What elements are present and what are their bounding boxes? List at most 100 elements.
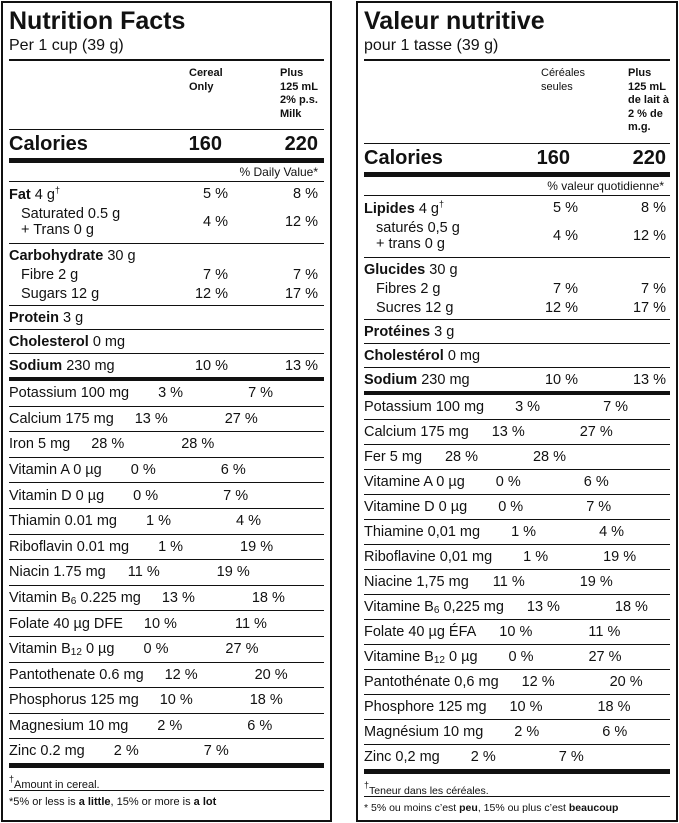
nutrient-amount: 30 g (429, 261, 458, 278)
header-line: 125 mL (628, 80, 666, 93)
nutrient-group: Sodium 230 mg 10 % 13 % (9, 354, 324, 381)
nutrient-name: Phosphore 125 mg (364, 699, 487, 715)
nutrient-row: Magnesium 10 mg 2 % 6 % (9, 714, 324, 740)
daily-value-milk: 11 % (588, 624, 621, 640)
subscript: 12 (433, 654, 445, 666)
nutrient-name: Phosphorus 125 mg (9, 692, 139, 709)
nutrient-label: Sugars 12 g (9, 286, 174, 302)
daily-value-milk: 13 % (284, 357, 318, 374)
nutrient-line: Fat 4 g† 5 % 8 % (9, 184, 324, 203)
header-line: m.g. (628, 121, 651, 133)
nutrient-name: + Trans 0 g (21, 222, 94, 238)
nutrient-label: Calcium 175 mg (364, 424, 469, 440)
nutrient-line: Protein 3 g (9, 308, 324, 327)
nutrient-name: Sodium (364, 371, 418, 388)
daily-value-cereal: 10 % (499, 624, 533, 640)
daily-value-cereal: 0 % (143, 641, 169, 658)
nutrient-name: Vitamine A 0 µg (364, 474, 465, 490)
header-line: de lait à (628, 94, 669, 106)
nutrient-name: Calcium 175 mg (9, 410, 114, 427)
calories-milk: 220 (632, 146, 666, 169)
nutrient-label: Vitamin A 0 µg (9, 462, 102, 478)
nutrient-name: Pantothénate 0,6 mg (364, 674, 499, 690)
nutrient-label: Zinc 0,2 mg (364, 749, 440, 765)
footnote-text: peu (459, 802, 478, 814)
daily-value-milk: 7 % (603, 399, 629, 415)
nutrient-row: Vitamine B12 0 µg 0 % 27 % (364, 645, 670, 670)
nutrient-label: Iron 5 mg (9, 436, 70, 452)
subscript: 6 (70, 595, 77, 607)
nutrient-label: Magnésium 10 mg (364, 724, 483, 740)
nutrient-label: Folate 40 µg DFE (9, 616, 123, 632)
nutrient-name: Protéines (364, 323, 431, 340)
nutrient-name: Iron 5 mg (9, 436, 71, 453)
nutrient-name: Sucres 12 g (376, 299, 454, 316)
nutrient-label: Magnesium 10 mg (9, 718, 128, 734)
daily-value-milk: 18 % (597, 699, 631, 715)
footnote: *5% or less is a little, 15% or more is … (9, 791, 324, 813)
nutrient-label: Cholestérol 0 mg (364, 348, 522, 364)
daily-value-cereal: 3 % (515, 399, 541, 415)
daily-value-cereal: 10 % (194, 357, 228, 374)
nutrient-row: Pantothénate 0,6 mg 12 % 20 % (364, 670, 670, 695)
nutrient-name: Vitamine B (364, 598, 434, 615)
nutrient-line: Lipides 4 g† 5 % 8 % (364, 198, 670, 217)
daily-value-milk: 18 % (251, 590, 285, 607)
nutrient-label: Lipides 4 g† (364, 199, 522, 217)
nutrient-name: Folate 40 µg ÉFA (364, 624, 477, 640)
daily-value-milk: 17 % (284, 285, 318, 302)
nutrient-row: Vitamin B12 0 µg 0 % 27 % (9, 637, 324, 663)
nutrient-name: Zinc 0.2 mg (9, 743, 85, 760)
daily-value-milk: 27 % (588, 649, 622, 665)
nutrient-row: Folate 40 µg DFE 10 % 11 % (9, 611, 324, 637)
nutrient-name: Zinc 0,2 mg (364, 749, 440, 765)
daily-value-cereal: 28 % (444, 449, 479, 465)
title: Nutrition Facts (9, 7, 186, 35)
nutrient-row: Vitamin A 0 µg 0 % 6 % (9, 458, 324, 484)
nutrient-name: Cholesterol (9, 333, 89, 350)
daily-value-cereal: 11 % (492, 574, 525, 590)
footnote: * 5% ou moins c’est peu, 15% ou plus c’e… (364, 797, 670, 819)
daily-value-header: % valeur quotidienne* (364, 177, 670, 196)
nutrient-name: Niacin 1.75 mg (9, 564, 106, 581)
daily-value-milk: 7 % (293, 266, 318, 283)
daily-value-cereal: 7 % (203, 266, 228, 283)
nutrient-name: saturés 0,5 g (376, 220, 460, 236)
daily-value-cereal: 10 % (544, 371, 578, 388)
daily-value-cereal: 12 % (544, 299, 578, 316)
nutrient-row: Phosphorus 125 mg 10 % 18 % (9, 688, 324, 714)
column-headers: Cereal Only Plus 125 mL 2% p.s. Milk (9, 61, 324, 130)
nutrient-group: Cholestérol 0 mg (364, 344, 670, 368)
daily-value-milk: 6 % (583, 474, 609, 490)
nutrient-row: Riboflavin 0.01 mg 1 % 19 % (9, 535, 324, 561)
daily-value-cereal: 12 % (194, 285, 228, 302)
daily-value-milk: 19 % (216, 564, 250, 581)
footnote-text: a lot (193, 796, 217, 809)
nutrient-name: Glucides (364, 261, 426, 278)
header-line: Milk (280, 107, 302, 120)
nutrient-row: Thiamine 0,01 mg 1 % 4 % (364, 520, 670, 545)
nutrient-row: Thiamin 0.01 mg 1 % 4 % (9, 509, 324, 535)
nutrient-label: Saturated 0.5 g + Trans 0 g (9, 206, 174, 238)
nutrient-label: Vitamine D 0 µg (364, 499, 467, 515)
nutrient-name: Magnesium 10 mg (9, 718, 129, 735)
footnote-text: Amount in cereal. (14, 779, 100, 792)
nutrient-label: Vitamine B6 0,225 mg (364, 599, 504, 616)
nutrient-group: Lipides 4 g† 5 % 8 % saturés 0,5 g + trans 0 … (364, 196, 670, 258)
nutrient-label: Potassium 100 mg (364, 399, 484, 415)
nutrient-label: Phosphore 125 mg (364, 699, 487, 715)
nutrient-group: Protein 3 g (9, 306, 324, 330)
nutrient-label: Sodium 230 mg (9, 358, 174, 374)
nutrient-row: Vitamine D 0 µg 0 % 7 % (364, 495, 670, 520)
header-line: Plus (628, 67, 652, 79)
nutrient-name: Vitamin A 0 µg (9, 462, 102, 479)
nutrient-amount: 0 mg (92, 333, 126, 350)
nutrient-label: Vitamine B12 0 µg (364, 649, 478, 666)
daily-value-milk: 7 % (641, 280, 666, 297)
calories-row: Calories 160 220 (9, 130, 324, 163)
nutrient-name: Vitamine D 0 µg (364, 499, 468, 515)
